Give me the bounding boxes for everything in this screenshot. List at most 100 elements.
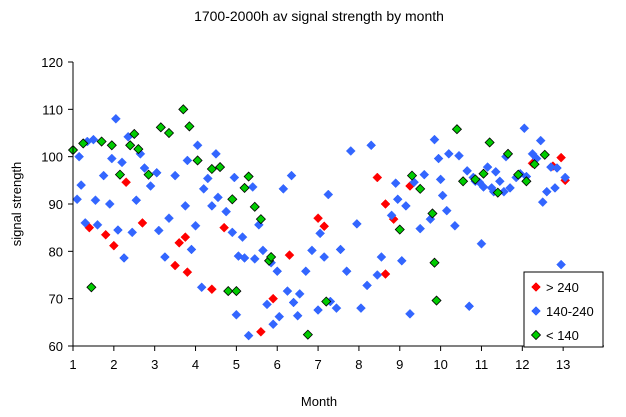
data-point [478, 168, 489, 179]
x-tick-label: 13 [556, 357, 570, 372]
data-point [262, 299, 272, 310]
data-point [256, 326, 266, 337]
data-point [164, 213, 174, 224]
data-point [315, 228, 325, 239]
x-tick-label: 5 [233, 357, 240, 372]
chart-title: 1700-2000h av signal strength by month [194, 8, 444, 24]
data-point [415, 183, 426, 194]
data-point [462, 166, 473, 176]
legend-marker [530, 329, 542, 341]
y-tick-label: 80 [49, 244, 63, 259]
data-point [429, 257, 440, 268]
x-tick-label: 3 [151, 357, 158, 372]
data-point [394, 224, 405, 235]
data-point [247, 182, 258, 192]
data-point [345, 146, 356, 156]
x-tick-label: 1 [69, 357, 76, 372]
data-point [145, 181, 156, 191]
data-point [139, 163, 150, 173]
data-point [502, 148, 514, 159]
data-point [88, 134, 99, 145]
data-point [556, 152, 566, 163]
x-tick-label: 11 [475, 357, 489, 372]
x-tick-label: 6 [274, 357, 281, 372]
data-point [178, 104, 189, 115]
data-point [537, 197, 548, 207]
data-point [401, 201, 411, 211]
data-point [390, 178, 401, 189]
y-tick-label: 70 [49, 292, 63, 307]
data-point [494, 176, 505, 187]
data-point [239, 253, 250, 263]
data-point [213, 192, 223, 203]
data-point [392, 194, 403, 205]
x-ticks: 1 2 3 4 5 6 7 8 9 10 11 12 13 [69, 346, 570, 372]
data-point [104, 199, 115, 209]
data-point [96, 136, 107, 147]
data-point [319, 221, 330, 232]
data-point [519, 123, 530, 134]
data-point [499, 186, 509, 197]
y-axis-title: signal strength [9, 162, 24, 247]
data-point [100, 229, 111, 240]
data-point [127, 227, 138, 238]
data-point [223, 286, 234, 297]
legend: > 240 140-240 < 140 [523, 271, 604, 348]
data-point [274, 311, 285, 322]
data-point [184, 121, 195, 132]
data-point [153, 225, 164, 236]
data-point [72, 194, 82, 205]
data-point [143, 169, 154, 180]
data-point [196, 282, 207, 293]
y-tick-label: 120 [41, 55, 63, 70]
data-point [415, 223, 426, 234]
data-point [90, 195, 101, 206]
data-point [419, 169, 430, 180]
data-point [307, 245, 317, 256]
data-point [214, 162, 226, 173]
data-point [249, 201, 260, 212]
data-point [331, 303, 342, 313]
data-point [163, 127, 175, 139]
data-point [450, 220, 460, 231]
x-tick-label: 9 [396, 357, 403, 372]
data-point [207, 284, 217, 295]
data-point [207, 201, 217, 211]
data-point [454, 150, 464, 161]
data-point [470, 174, 481, 185]
data-point [406, 170, 418, 181]
legend-marker [531, 306, 541, 316]
data-point [202, 173, 213, 184]
y-tick-label: 100 [41, 150, 63, 165]
data-point [321, 296, 332, 307]
data-point [552, 163, 562, 173]
data-point [198, 183, 209, 194]
data-point [221, 206, 232, 217]
data-point [180, 232, 191, 242]
data-point [380, 269, 391, 279]
data-point [396, 255, 407, 266]
data-point [272, 266, 283, 277]
data-point [292, 310, 303, 321]
data-point [431, 295, 442, 306]
data-point [521, 176, 532, 187]
data-point [482, 162, 493, 172]
x-tick-label: 8 [355, 357, 362, 372]
data-point [111, 113, 121, 124]
y-tick-label: 110 [42, 102, 63, 117]
data-point [131, 195, 142, 206]
x-tick-label: 12 [515, 357, 529, 372]
data-point [106, 140, 117, 151]
data-point [129, 128, 140, 140]
data-point [86, 282, 97, 293]
data-point [319, 252, 330, 262]
x-axis-title: Month [301, 394, 337, 409]
data-point [429, 134, 440, 145]
data-point [490, 166, 501, 177]
data-point [492, 187, 503, 198]
data-point [302, 329, 313, 340]
data-point [106, 153, 117, 164]
data-point [174, 237, 185, 248]
data-point [113, 225, 123, 235]
